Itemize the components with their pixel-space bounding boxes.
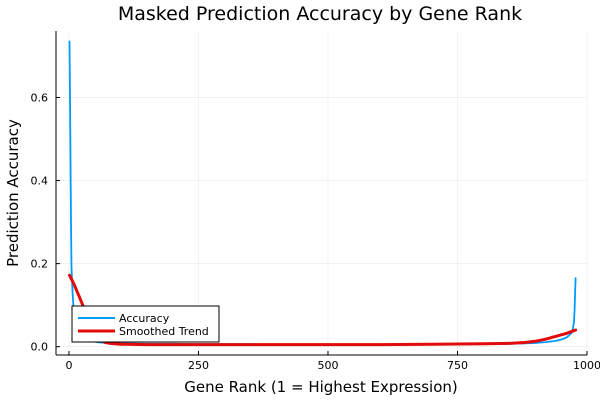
- x-tick-label: 250: [188, 359, 209, 372]
- legend-label-accuracy: Accuracy: [119, 312, 170, 325]
- x-axis-title: Gene Rank (1 = Highest Expression): [184, 378, 458, 396]
- chart-title: Masked Prediction Accuracy by Gene Rank: [118, 3, 522, 25]
- y-axis-title: Prediction Accuracy: [4, 119, 22, 267]
- grid-lines: [56, 31, 588, 355]
- y-axis: 0.0 0.2 0.4 0.6: [31, 91, 60, 354]
- plot-frame: [55, 31, 587, 356]
- x-tick-label: 750: [447, 359, 468, 372]
- y-tick-label: 0.2: [31, 258, 49, 271]
- legend: Accuracy Smoothed Trend: [71, 305, 220, 343]
- legend-label-smoothed-trend: Smoothed Trend: [119, 325, 209, 338]
- x-tick-label: 1000: [573, 359, 600, 372]
- x-axis: 0 250 500 750 1000: [65, 351, 600, 372]
- x-tick-label: 500: [317, 359, 338, 372]
- y-tick-label: 0.4: [31, 175, 49, 188]
- legend-box: [71, 305, 220, 343]
- y-tick-label: 0.6: [31, 91, 49, 104]
- x-tick-label: 0: [65, 359, 72, 372]
- y-tick-label: 0.0: [31, 341, 49, 354]
